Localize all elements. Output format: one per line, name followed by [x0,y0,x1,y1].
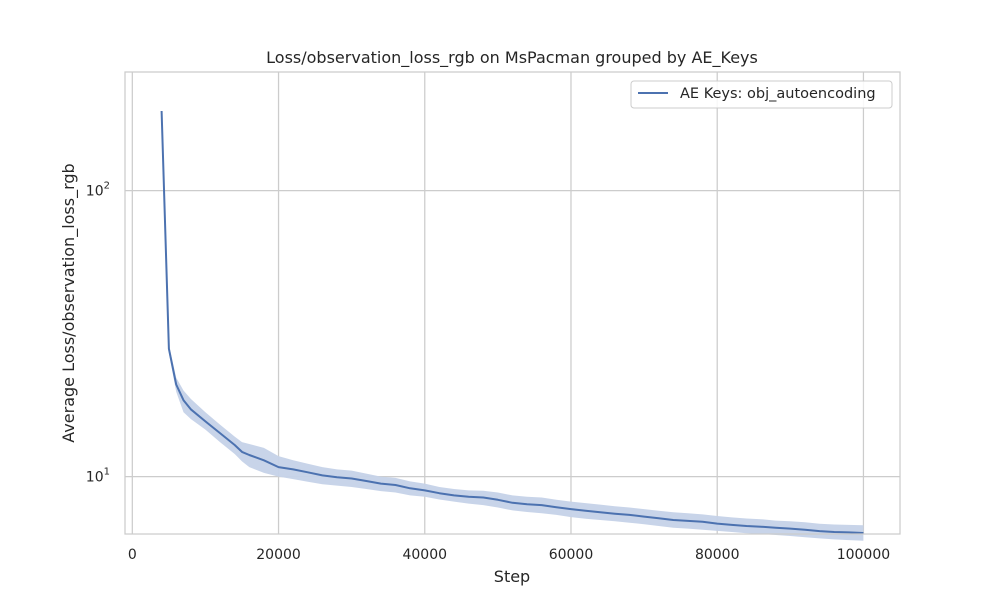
y-tick-label: 101 [86,467,110,486]
x-tick-label: 20000 [256,547,301,563]
plot-frame [124,71,901,535]
y-axis-label: Average Loss/observation_loss_rgb [59,163,79,442]
y-tick-labels: 101 102 [86,181,110,486]
x-tick-label: 60000 [549,547,594,563]
x-tick-label: 100000 [837,547,890,563]
y-tick-label: 102 [86,181,110,200]
x-axis-label: Step [494,567,530,586]
chart-title: Loss/observation_loss_rgb on MsPacman gr… [266,48,758,68]
x-tick-label: 40000 [402,547,447,563]
legend: AE Keys: obj_autoencoding [630,80,893,109]
legend-entry-label: AE Keys: obj_autoencoding [680,86,876,102]
grid [125,72,900,534]
x-tick-label: 0 [128,547,137,563]
series-line [160,110,864,534]
x-tick-label: 80000 [695,547,740,563]
series-line-layer [160,110,864,534]
x-tick-labels: 0 20000 40000 60000 80000 100000 [128,547,890,563]
legend-box [630,80,893,109]
